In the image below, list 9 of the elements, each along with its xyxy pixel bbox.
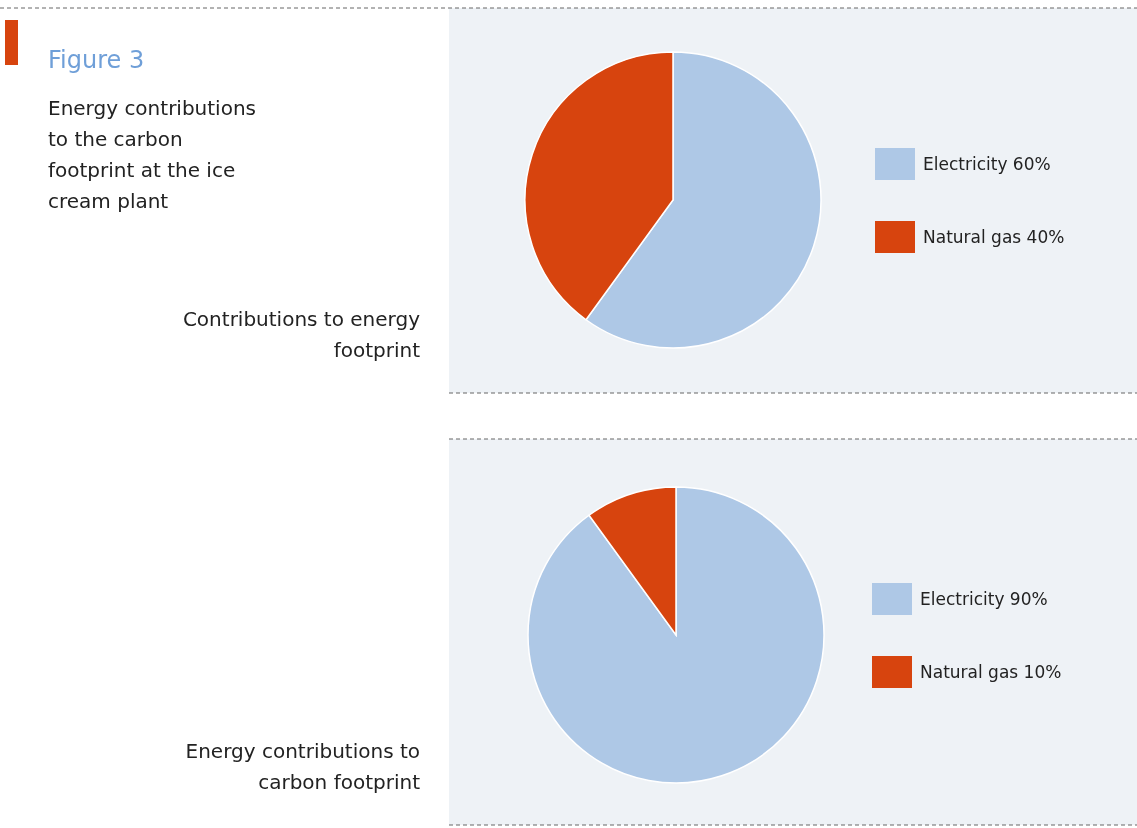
pie-slice: [527, 486, 825, 784]
text: Energy contributions to carbon footprint: [185, 739, 421, 794]
legend-label: Electricity 60%: [923, 154, 1051, 174]
caption: Figure 3: [48, 46, 145, 74]
legend-label: Natural gas 40%: [923, 227, 1065, 247]
text: Energy contributions to the carbon footprint at the ice cream plant: [48, 96, 257, 213]
text: Contributions to energy footprint: [182, 307, 421, 362]
legend-label: Natural gas 10%: [920, 662, 1062, 682]
legend-label: Electricity 90%: [920, 589, 1048, 609]
